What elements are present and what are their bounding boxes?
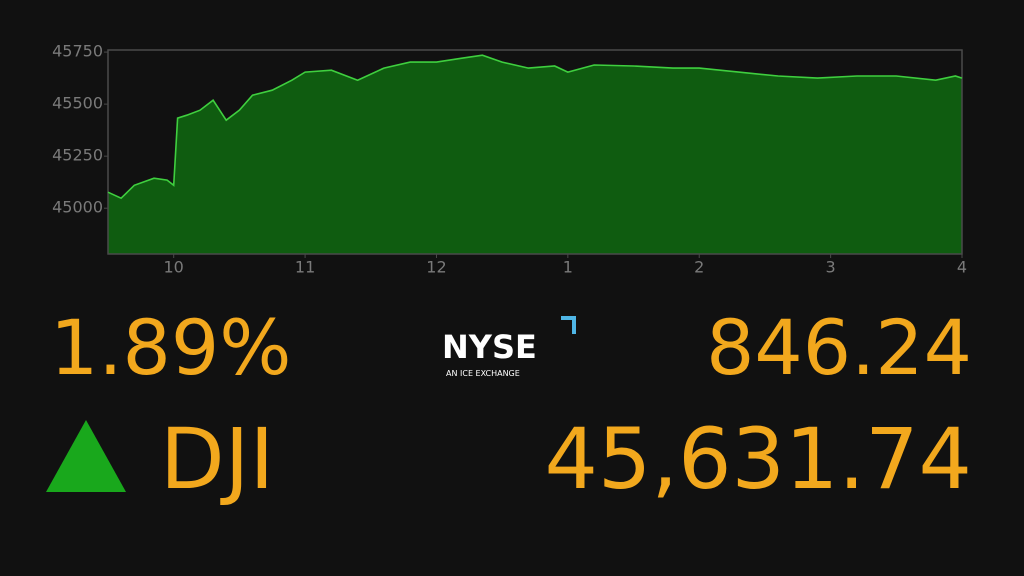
x-tick-label: 1 — [563, 258, 573, 277]
y-tick-label: 45000 — [52, 198, 103, 217]
y-tick-label: 45250 — [52, 146, 103, 165]
plot-frame — [107, 49, 963, 255]
logo-mark — [561, 316, 576, 334]
y-tick-label: 45750 — [52, 42, 103, 61]
logo-name: NYSE — [442, 328, 537, 366]
x-tick-label: 3 — [826, 258, 836, 277]
up-arrow — [46, 420, 126, 492]
x-tick-label: 2 — [694, 258, 704, 277]
index-level: 45,631.74 — [544, 410, 972, 508]
x-tick-label: 4 — [957, 258, 967, 277]
x-tick-label: 12 — [426, 258, 446, 277]
x-tick-label: 10 — [164, 258, 184, 277]
line — [107, 54, 963, 200]
x-tick-label: 11 — [295, 258, 315, 277]
y-tick-label: 45500 — [52, 94, 103, 113]
symbol: DJI — [160, 410, 274, 508]
area — [108, 55, 962, 255]
logo-tagline: AN ICE EXCHANGE — [446, 369, 520, 378]
change-percent: 1.89% — [50, 303, 291, 392]
change-points: 846.24 — [706, 303, 972, 392]
